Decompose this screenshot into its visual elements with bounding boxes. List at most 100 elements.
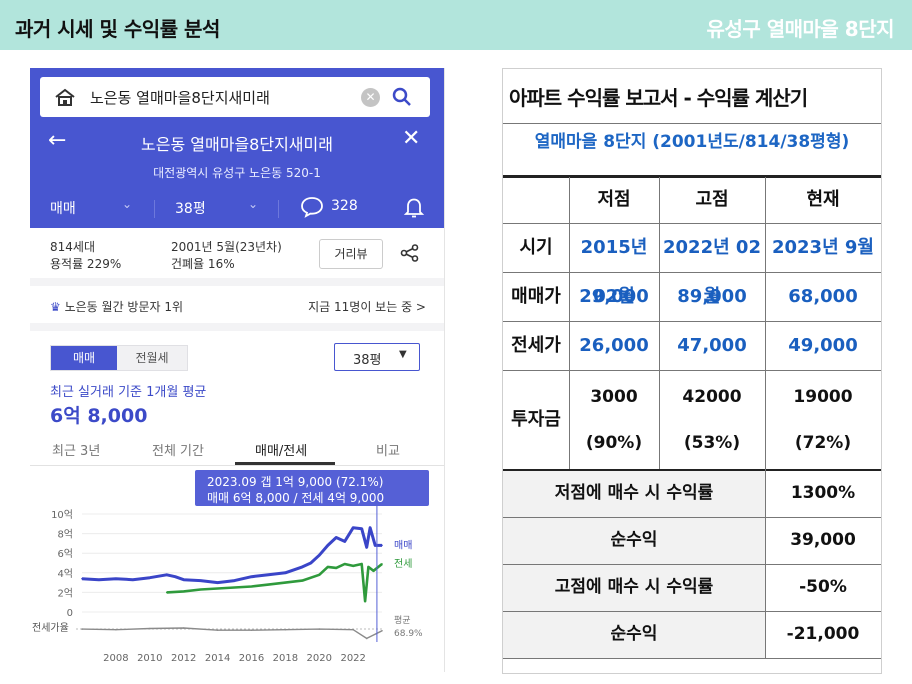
data-point-매매	[199, 579, 202, 582]
search-input[interactable]: 노은동 열매마을8단지새미래	[90, 89, 270, 107]
table-border	[659, 177, 660, 469]
data-point-매매	[352, 526, 354, 529]
summary-value: 1300%	[790, 483, 856, 503]
table-cell: 89,000	[677, 286, 747, 307]
data-point-매매	[81, 577, 83, 580]
deal-type-toggle: 매매 전월세	[50, 345, 188, 371]
invest-amount: 42000	[682, 387, 742, 407]
data-point-매매	[335, 536, 338, 539]
table-border	[503, 272, 881, 273]
data-point-평균	[365, 637, 368, 640]
tab-compare[interactable]: 비교	[376, 444, 400, 459]
average-price: 6억 8,000	[50, 405, 148, 427]
data-point-평균	[182, 627, 185, 629]
data-point-매매	[132, 578, 134, 581]
filter-tabstrip: 매매 ⌄ 38평 ⌄ 328	[30, 188, 444, 228]
data-point-전세	[284, 581, 287, 584]
search-bar[interactable]: 노은동 열매마을8단지새미래 ✕	[40, 77, 430, 117]
data-point-매매	[115, 577, 117, 580]
data-point-평균	[115, 628, 117, 631]
data-point-매매	[369, 526, 371, 529]
data-point-매매	[233, 579, 236, 582]
segment-rent[interactable]: 전월세	[135, 351, 169, 365]
table-border	[503, 517, 881, 518]
ratio-value-label: 68.9%	[394, 629, 423, 639]
segment-sale[interactable]: 매매	[51, 346, 117, 370]
row-label: 전세가	[511, 335, 561, 356]
clear-icon[interactable]: ✕	[361, 88, 380, 107]
data-point-전세	[216, 587, 219, 590]
summary-label: 순수익	[503, 517, 765, 564]
app-header: 노은동 열매마을8단지새미래 ✕ ← 노은동 열매마을8단지새미래 ✕ 대전광역…	[30, 68, 444, 228]
table-border	[569, 177, 570, 469]
visitor-rank: ♛ 노은동 월간 방문자 1위	[50, 298, 183, 315]
deal-type-dropdown[interactable]: 매매	[50, 201, 76, 217]
data-point-매매	[267, 573, 270, 576]
divider	[30, 465, 444, 466]
size-select[interactable]: 38평 ▼	[334, 343, 420, 371]
yield-report: 아파트 수익률 보고서 - 수익률 계산기 열매마을 8단지 (2001년도/8…	[502, 68, 882, 674]
back-arrow-icon[interactable]: ←	[48, 128, 67, 153]
data-point-매매	[225, 580, 227, 583]
data-point-전세	[301, 579, 304, 582]
table-cell: 26,000	[579, 335, 649, 356]
home-icon[interactable]	[54, 88, 76, 110]
summary-label: 고점에 매수 시 수익률	[503, 564, 765, 611]
ratio-axis-label: 전세가율	[32, 622, 69, 634]
tab-sale-vs-rent[interactable]: 매매/전세	[255, 444, 308, 459]
series-label-sale: 매매	[394, 539, 412, 551]
viewing-now-link[interactable]: 지금 11명이 보는 중 >	[308, 300, 426, 314]
chart-tooltip: 2023.09 갭 1억 9,000 (72.1%) 매매 6억 8,000 /…	[195, 470, 429, 506]
street-view-button[interactable]: 거리뷰	[319, 239, 383, 269]
column-header: 저점	[597, 189, 631, 210]
series-line-평균	[81, 627, 383, 640]
x-tick-label: 2008	[103, 653, 128, 664]
table-border	[503, 321, 881, 322]
invest-ratio: (72%)	[794, 433, 852, 453]
data-point-매매	[216, 581, 219, 584]
column-header: 현재	[806, 189, 840, 210]
chevron-down-icon[interactable]: ⌄	[122, 197, 133, 211]
tooltip-prices: 매매 6억 8,000 / 전세 4억 9,000	[207, 491, 385, 505]
data-point-전세	[364, 600, 366, 603]
tab-recent-3y[interactable]: 최근 3년	[52, 444, 101, 459]
summary-label: 저점에 매수 시 수익률	[503, 470, 765, 517]
data-point-평균	[148, 627, 151, 630]
tab-all-period[interactable]: 전체 기간	[152, 444, 204, 459]
data-point-매매	[250, 575, 253, 578]
divider	[278, 200, 279, 218]
chevron-down-icon[interactable]: ⌄	[248, 197, 259, 211]
size-select-value: 38평	[353, 353, 382, 368]
data-point-전세	[372, 570, 375, 572]
table-border	[765, 177, 766, 658]
data-point-매매	[326, 544, 329, 547]
series-label-rent: 전세	[394, 558, 412, 570]
summary-value: -21,000	[786, 624, 860, 644]
comment-count: 328	[331, 198, 358, 214]
complex-name: 노은동 열매마을8단지새미래	[141, 135, 333, 154]
table-border	[503, 469, 881, 471]
table-border	[503, 611, 881, 612]
summary-label: 순수익	[503, 611, 765, 658]
size-dropdown[interactable]: 38평	[175, 201, 206, 217]
table-cell: 49,000	[788, 335, 858, 356]
data-point-전세	[343, 563, 346, 565]
series-label-ratio: 평균	[394, 615, 411, 626]
summary-value: -50%	[799, 577, 847, 597]
data-point-매매	[98, 578, 100, 581]
search-icon[interactable]	[391, 86, 413, 112]
share-icon[interactable]	[400, 244, 420, 266]
table-border	[503, 658, 881, 659]
comment-icon[interactable]	[300, 196, 324, 222]
invest-ratio: (53%)	[683, 433, 741, 453]
y-tick-label: 8억	[57, 529, 73, 541]
visitor-rank-text: 노은동 월간 방문자 1위	[64, 300, 184, 314]
data-point-전세	[267, 583, 270, 586]
close-icon[interactable]: ✕	[402, 126, 421, 151]
x-tick-label: 2010	[137, 653, 162, 664]
data-point-전세	[182, 590, 185, 593]
caret-down-icon: ▼	[399, 349, 407, 360]
bell-icon[interactable]	[403, 196, 425, 222]
data-point-평균	[81, 628, 83, 630]
